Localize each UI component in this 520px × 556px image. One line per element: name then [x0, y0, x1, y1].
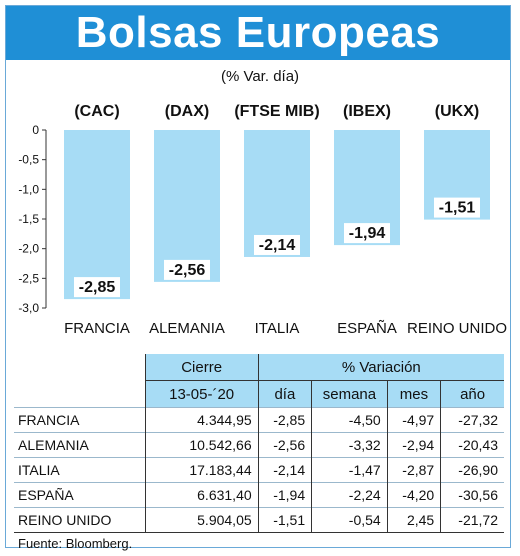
cell-mes: -4,97: [386, 407, 441, 433]
data-table: Cierre % Variación 13-05-´20 día semana …: [14, 354, 504, 533]
header-dia: día: [257, 380, 312, 408]
cell-dia: -2,56: [257, 432, 312, 458]
bar: [154, 130, 220, 282]
category-label: FRANCIA: [64, 320, 130, 337]
table-row: REINO UNIDO 5.904,05 -1,51 -0,54 2,45 -2…: [14, 507, 504, 533]
bar: [64, 130, 130, 300]
header-anio: año: [440, 380, 504, 408]
y-tick-label: -1,5: [18, 212, 39, 226]
data-label: -2,14: [259, 237, 296, 254]
data-label: -2,85: [79, 279, 116, 296]
header-date: 13-05-´20: [144, 380, 259, 408]
table-header-row-1: Cierre % Variación: [14, 354, 504, 381]
cell-mes: -2,94: [386, 432, 441, 458]
data-label-bg: [74, 277, 120, 298]
chart-subtitle: (% Var. día): [220, 68, 300, 85]
y-tick-label: -0,5: [18, 153, 39, 167]
cell-anio: -21,72: [440, 507, 504, 533]
cell-semana: -3,32: [311, 432, 388, 458]
header-empty: [14, 354, 146, 381]
cell-dia: -1,51: [257, 507, 312, 533]
cell-name: ESPAÑA: [14, 482, 146, 508]
cell-semana: -4,50: [311, 407, 388, 433]
category-label: REINO UNIDO: [407, 320, 507, 337]
bars: (CAC) FRANCIA -2,85 (DAX) ALEMANIA -2,56 (FTSE…: [64, 103, 507, 337]
index-label: (FTSE MIB): [234, 103, 319, 120]
cell-cierre: 5.904,05: [144, 507, 259, 533]
category-label: ITALIA: [255, 320, 300, 337]
source-note: Fuente: Bloomberg.: [18, 536, 133, 551]
category-label: ESPAÑA: [337, 320, 397, 337]
cell-cierre: 6.631,40: [144, 482, 259, 508]
cell-mes: -2,87: [386, 457, 441, 483]
cell-cierre: 17.183,44: [144, 457, 259, 483]
chart-title: Bolsas Europeas: [6, 6, 510, 60]
y-tick-label: -2,0: [18, 242, 39, 256]
cell-cierre: 4.344,95: [144, 407, 259, 433]
table-header-row-2: 13-05-´20 día semana mes año: [14, 380, 504, 408]
bar-chart: 0 -0,5 -1,0 -1,5 -2,0 -2,5 -3,0 (CAC) FRANCIA -2…: [18, 103, 507, 337]
table-row: ALEMANIA 10.542,66 -2,56 -3,32 -2,94 -20…: [14, 432, 504, 458]
header-cierre: Cierre: [144, 354, 259, 381]
cell-anio: -27,32: [440, 407, 504, 433]
y-tick-label: -2,5: [18, 271, 39, 285]
cell-semana: -2,24: [311, 482, 388, 508]
cell-name: ITALIA: [14, 457, 146, 483]
y-tick-label: -1,0: [18, 182, 39, 196]
table-row: ITALIA 17.183,44 -2,14 -1,47 -2,87 -26,9…: [14, 457, 504, 483]
frame: [5, 5, 511, 548]
cell-dia: -2,14: [257, 457, 312, 483]
index-label: (DAX): [165, 103, 209, 120]
y-axis: 0 -0,5 -1,0 -1,5 -2,0 -2,5 -3,0: [18, 123, 47, 315]
header-semana: semana: [311, 380, 388, 408]
cell-anio: -20,43: [440, 432, 504, 458]
cell-cierre: 10.542,66: [144, 432, 259, 458]
cell-mes: 2,45: [386, 507, 441, 533]
cell-name: ALEMANIA: [14, 432, 146, 458]
cell-anio: -26,90: [440, 457, 504, 483]
y-tick-label: -3,0: [18, 301, 39, 315]
header-mes: mes: [386, 380, 441, 408]
table-row: ESPAÑA 6.631,40 -1,94 -2,24 -4,20 -30,56: [14, 482, 504, 508]
category-label: ALEMANIA: [149, 320, 225, 337]
data-label: -1,94: [349, 225, 386, 242]
cell-dia: -2,85: [257, 407, 312, 433]
cell-anio: -30,56: [440, 482, 504, 508]
cell-semana: -1,47: [311, 457, 388, 483]
data-label-bg: [164, 259, 210, 280]
data-label: -1,51: [439, 200, 476, 217]
data-label-bg: [434, 197, 480, 218]
y-tick-label: 0: [32, 123, 39, 137]
index-label: (UKX): [435, 103, 479, 120]
cell-dia: -1,94: [257, 482, 312, 508]
index-label: (CAC): [74, 103, 119, 120]
table-row: FRANCIA 4.344,95 -2,85 -4,50 -4,97 -27,3…: [14, 407, 504, 433]
data-table-wrap: Cierre % Variación 13-05-´20 día semana …: [14, 354, 504, 533]
cell-semana: -0,54: [311, 507, 388, 533]
index-label: (IBEX): [343, 103, 391, 120]
data-label: -2,56: [169, 262, 206, 279]
cell-mes: -4,20: [386, 482, 441, 508]
data-label-bg: [344, 223, 390, 244]
header-empty-2: [14, 380, 146, 408]
cell-name: FRANCIA: [14, 407, 146, 433]
cell-name: REINO UNIDO: [14, 507, 146, 533]
header-variacion: % Variación: [257, 354, 504, 381]
data-label-bg: [254, 234, 300, 255]
